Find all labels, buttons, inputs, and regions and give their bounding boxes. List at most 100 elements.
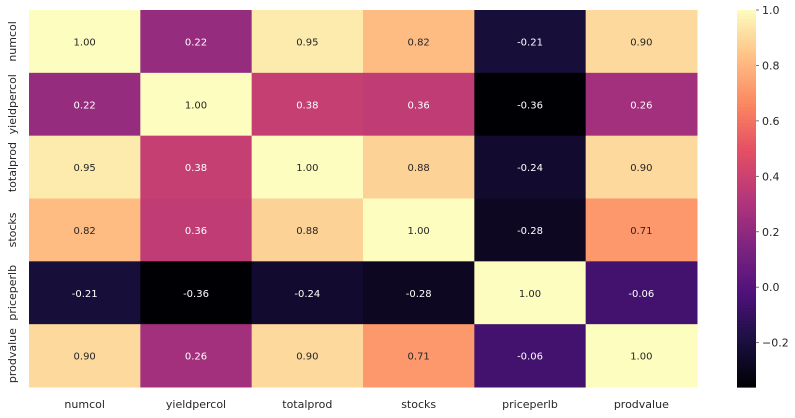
heatmap-cell (585, 261, 698, 325)
colorbar-segment (737, 270, 756, 275)
colorbar-segment (737, 138, 756, 143)
colorbar-segment (737, 295, 756, 300)
colorbar-segment (737, 66, 756, 71)
colorbar-segment (737, 368, 756, 372)
colorbar-segment (737, 72, 756, 77)
cell-value-label: -0.28 (517, 226, 543, 237)
colorbar-segment (737, 327, 756, 332)
colorbar-segment (737, 251, 756, 256)
heatmap-cell (251, 324, 364, 388)
cell-value-label: 0.90 (296, 352, 318, 363)
colorbar-segment (737, 308, 756, 313)
heatmap-cell (363, 135, 475, 199)
heatmap-cell (363, 10, 475, 74)
colorbar-tick-label: −0.2 (762, 337, 789, 350)
colorbar-segment (737, 214, 756, 218)
heatmap-cell (474, 198, 587, 262)
cell-value-label: -0.24 (294, 289, 320, 300)
colorbar-segment (737, 358, 756, 363)
colorbar-segment (737, 264, 756, 269)
colorbar-segment (737, 330, 756, 335)
colorbar-segment (737, 57, 756, 61)
colorbar-segment (737, 314, 756, 319)
heatmap-cell (363, 261, 475, 325)
colorbar-segment (737, 336, 756, 341)
heatmap-cell (140, 198, 253, 262)
colorbar-tick-label: 0.0 (762, 281, 780, 294)
colorbar-segment (737, 69, 756, 74)
cell-value-label: 1.00 (630, 352, 652, 363)
colorbar-segment (737, 245, 756, 250)
colorbar-segment (737, 182, 756, 187)
colorbar-segment (737, 302, 756, 306)
colorbar-segment (737, 119, 756, 124)
colorbar-segment (737, 154, 756, 159)
colorbar-segment (737, 311, 756, 316)
cell-value-label: 0.36 (185, 226, 207, 237)
heatmap-cell (29, 198, 141, 262)
cell-value-label: 0.90 (630, 163, 652, 174)
colorbar-segment (737, 220, 756, 225)
colorbar-segment (737, 317, 756, 322)
colorbar-segment (737, 324, 756, 328)
cell-value-label: 0.71 (408, 352, 430, 363)
colorbar-segment (737, 10, 756, 14)
colorbar-segment (737, 242, 756, 247)
cell-value-label: -0.06 (517, 352, 543, 363)
y-tick-label: prodvalue (6, 328, 19, 383)
colorbar-segment (737, 361, 756, 366)
colorbar-segment (737, 75, 756, 80)
heatmap-cell (251, 261, 364, 325)
colorbar-segment (737, 198, 756, 203)
colorbar-segment (737, 97, 756, 102)
heatmap-cell (585, 135, 698, 199)
colorbar-segment (737, 286, 756, 291)
colorbar-segment (737, 371, 756, 376)
cell-value-label: 0.36 (408, 100, 430, 111)
cell-value-label: 0.95 (296, 37, 318, 48)
x-tick-label: priceperlb (502, 398, 558, 411)
heatmap-cell (474, 261, 587, 325)
colorbar-segment (737, 352, 756, 357)
colorbar-segment (737, 258, 756, 262)
colorbar-segment (737, 255, 756, 259)
heatmap-cell (251, 72, 364, 137)
colorbar-segment (737, 13, 756, 17)
colorbar-segment (737, 82, 756, 86)
heatmap-cell (140, 72, 253, 137)
colorbar-tick-label: 0.4 (762, 170, 780, 183)
colorbar-segment (737, 135, 756, 140)
colorbar-segment (737, 343, 756, 347)
heatmap-cell (29, 10, 141, 74)
colorbar-segment (737, 185, 756, 190)
heatmap-cell (29, 324, 141, 388)
cell-value-label: -0.36 (517, 100, 543, 111)
colorbar-segment (737, 35, 756, 39)
colorbar-segment (737, 339, 756, 344)
colorbar-segment (737, 239, 756, 244)
colorbar-segment (737, 63, 756, 68)
colorbar-segment (737, 229, 756, 234)
cell-value-label: 0.82 (74, 226, 96, 237)
colorbar-segment (737, 365, 756, 369)
colorbar-segment (737, 346, 756, 350)
colorbar-segment (737, 170, 756, 174)
colorbar-segment (737, 91, 756, 96)
cell-value-label: 0.22 (74, 100, 96, 111)
colorbar-segment (737, 189, 756, 193)
heatmap-cell (29, 135, 141, 199)
cell-value-label: 0.82 (408, 37, 430, 48)
colorbar-segment (737, 211, 756, 215)
cell-value-label: 0.38 (185, 163, 207, 174)
colorbar-segment (737, 226, 756, 231)
cell-value-label: 0.88 (408, 163, 430, 174)
colorbar-segment (737, 236, 756, 240)
colorbar-segment (737, 176, 756, 181)
colorbar-segment (737, 292, 756, 297)
cell-value-label: 0.88 (296, 226, 318, 237)
colorbar-segment (737, 195, 756, 200)
colorbar-segment (737, 50, 756, 55)
colorbar-segment (737, 79, 756, 83)
colorbar-segment (737, 44, 756, 49)
